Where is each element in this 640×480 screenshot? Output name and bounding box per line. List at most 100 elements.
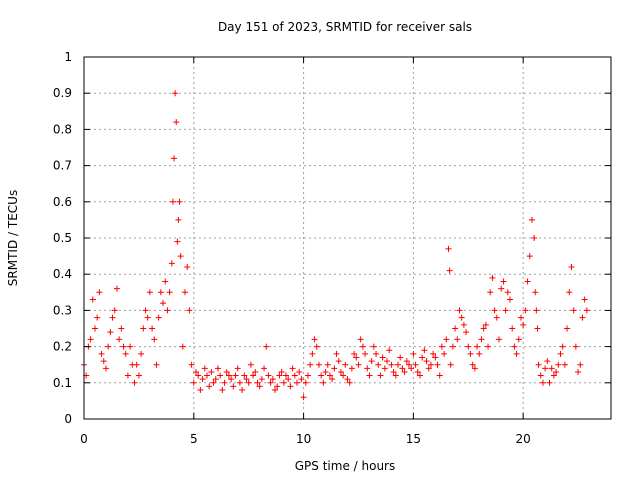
data-point [127,343,134,350]
data-point [460,321,467,328]
data-point [313,343,320,350]
data-point [179,343,186,350]
data-point [377,372,384,379]
data-point [524,278,531,285]
data-point [203,372,210,379]
data-point [340,372,347,379]
data-point [140,325,147,332]
data-point [542,365,549,372]
data-point [498,285,505,292]
data-point [298,376,305,383]
data-point [118,325,125,332]
data-point [102,365,109,372]
data-point [583,307,590,314]
data-point [405,361,412,368]
data-point [252,368,259,375]
data-point [581,296,588,303]
y-tick-label: 0.2 [53,340,72,354]
data-point [515,336,522,343]
data-point [520,321,527,328]
data-point [463,329,470,336]
data-point [250,372,257,379]
y-tick-label: 0.8 [53,122,72,136]
data-point [416,372,423,379]
data-point [579,314,586,321]
data-point [230,383,237,390]
data-point [342,361,349,368]
data-point [436,372,443,379]
data-point [89,296,96,303]
data-point [425,365,432,372]
data-point [375,361,382,368]
data-point [309,350,316,357]
data-point [166,289,173,296]
data-point [348,365,355,372]
data-point [474,343,481,350]
y-tick-label: 0.9 [53,86,72,100]
data-point [399,365,406,372]
data-point [570,307,577,314]
data-point [146,289,153,296]
data-point [201,365,208,372]
data-point [517,314,524,321]
data-point [452,325,459,332]
data-point [502,307,509,314]
data-point [489,274,496,281]
data-point [329,376,336,383]
data-point [320,379,327,386]
data-point [142,307,149,314]
data-point [217,372,224,379]
grid [84,57,611,419]
data-point [362,350,369,357]
data-point [210,379,217,386]
data-point [522,307,529,314]
data-point [566,289,573,296]
data-point [355,361,362,368]
data-point [287,383,294,390]
data-point [432,354,439,361]
data-point [506,296,513,303]
data-point [423,358,430,365]
data-point [98,350,105,357]
data-point [482,321,489,328]
y-axis-label: SRMTID / TECUs [6,190,20,286]
data-point [397,354,404,361]
data-point [291,372,298,379]
data-point [357,336,364,343]
x-tick-label: 20 [516,432,531,446]
data-point [172,90,179,97]
data-point [135,372,142,379]
data-point [293,379,300,386]
data-point [564,325,571,332]
data-point [430,350,437,357]
data-point [300,394,307,401]
data-point [390,368,397,375]
x-tick-labels: 0 5 10 15 20 [80,432,531,446]
data-point [296,368,303,375]
data-point [544,358,551,365]
data-point [465,343,472,350]
data-point [487,289,494,296]
data-point [157,289,164,296]
data-point [344,376,351,383]
data-point [208,368,215,375]
data-point [206,383,213,390]
data-point [94,314,101,321]
data-point [572,343,579,350]
data-point [177,253,184,260]
data-point [111,307,118,314]
data-point [535,361,542,368]
data-point [274,383,281,390]
data-point [370,343,377,350]
data-point [534,325,541,332]
data-point [504,289,511,296]
y-tick-label: 0.3 [53,303,72,317]
data-point [278,368,285,375]
data-point [395,361,402,368]
data-point [232,372,239,379]
data-point [124,372,131,379]
data-point [186,307,193,314]
data-point [368,358,375,365]
axis-ticks [83,56,611,420]
